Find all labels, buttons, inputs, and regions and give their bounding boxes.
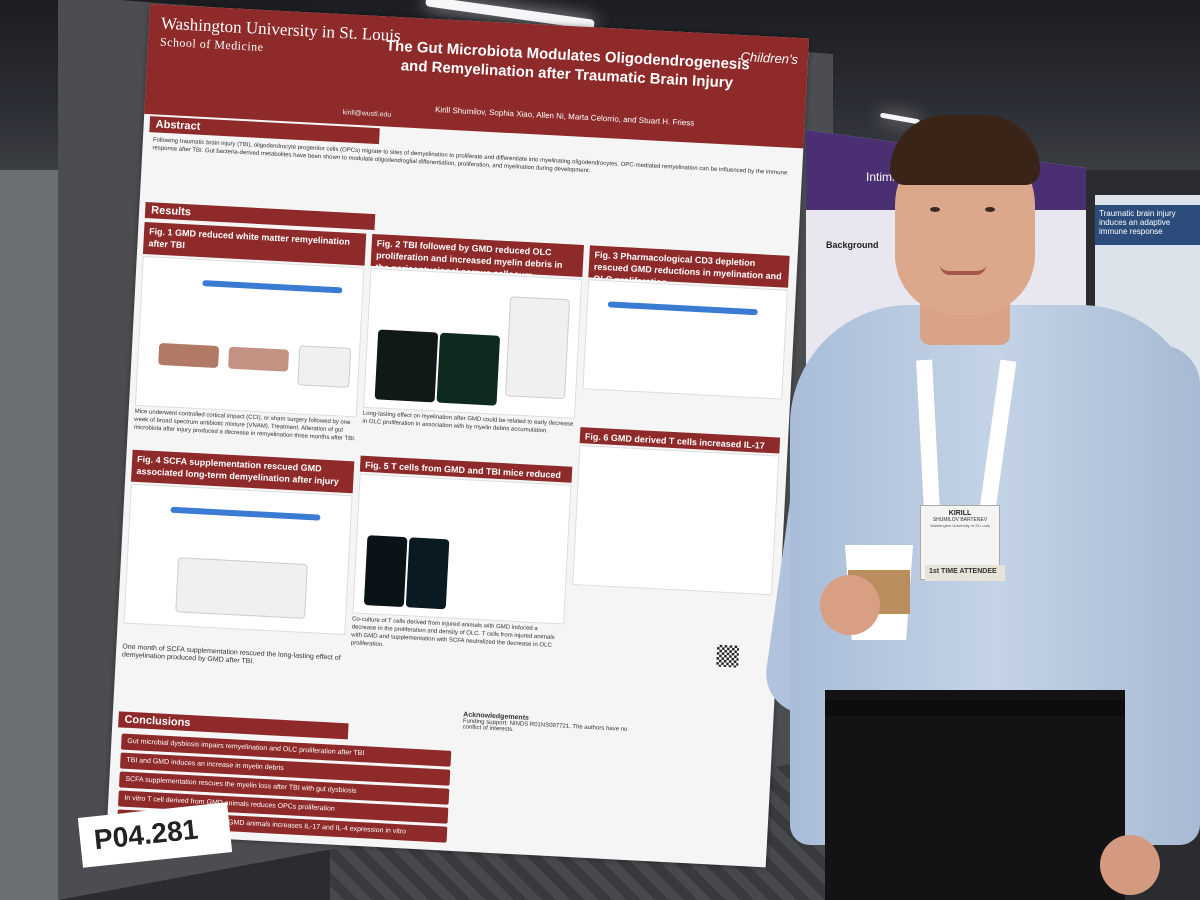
fig1-panel — [134, 255, 365, 418]
fig6-panel — [572, 445, 780, 596]
bar-plot — [504, 296, 571, 400]
microscopy-image — [363, 535, 408, 608]
qr-code-icon — [716, 644, 740, 668]
badge-first-name: KIRILL — [948, 510, 972, 517]
microscopy-image — [374, 329, 439, 403]
microscopy-image — [405, 537, 450, 610]
research-poster: Washington University in St. Louis Schoo… — [106, 4, 810, 868]
eye — [930, 207, 940, 212]
acknowledgements: Acknowledgements Funding support: NINDS … — [462, 711, 643, 739]
badge-institution: Washington University in St Louis — [930, 523, 990, 528]
pants — [825, 690, 1125, 900]
microscopy-image — [436, 332, 501, 406]
left-partition — [0, 170, 60, 900]
hospital-logo: Children's — [740, 48, 799, 67]
scatter-plot — [297, 345, 352, 388]
presenter: KIRILL SHUMILOV BARTENEV Washington Univ… — [761, 115, 1200, 900]
badge-last-name: SHUMILOV BARTENEV — [932, 517, 988, 523]
fig3-panel — [582, 279, 788, 400]
brain-section-image — [158, 342, 220, 369]
neighbor-poster-section: Background — [826, 240, 879, 250]
fig4-caption: One month of SCFA supplementation rescue… — [121, 643, 341, 666]
fig5-panel — [352, 473, 572, 625]
hand — [1100, 835, 1160, 895]
timeline-bar — [607, 301, 758, 316]
abstract-text: Following traumatic brain injury (TBI), … — [152, 137, 788, 177]
attendee-ribbon: 1st TIME ATTENDEE — [925, 565, 1005, 581]
poster-authors: Kirill Shumilov, Sophia Xiao, Allen Ni, … — [434, 105, 695, 128]
hair — [890, 115, 1040, 185]
smile — [940, 265, 986, 275]
fig2-panel — [363, 267, 583, 419]
timeline-bar — [202, 280, 343, 294]
far-poster-title: Traumatic brain injury induces an adapti… — [1095, 205, 1200, 245]
contact-email: kirill@wustl.edu — [342, 109, 392, 119]
brain-section-image — [228, 346, 290, 372]
belt — [825, 700, 1125, 716]
timeline-bar — [170, 506, 321, 521]
eye — [985, 207, 995, 212]
scatter-plot — [175, 557, 308, 619]
fig4-panel — [123, 483, 353, 636]
hand — [820, 575, 880, 635]
